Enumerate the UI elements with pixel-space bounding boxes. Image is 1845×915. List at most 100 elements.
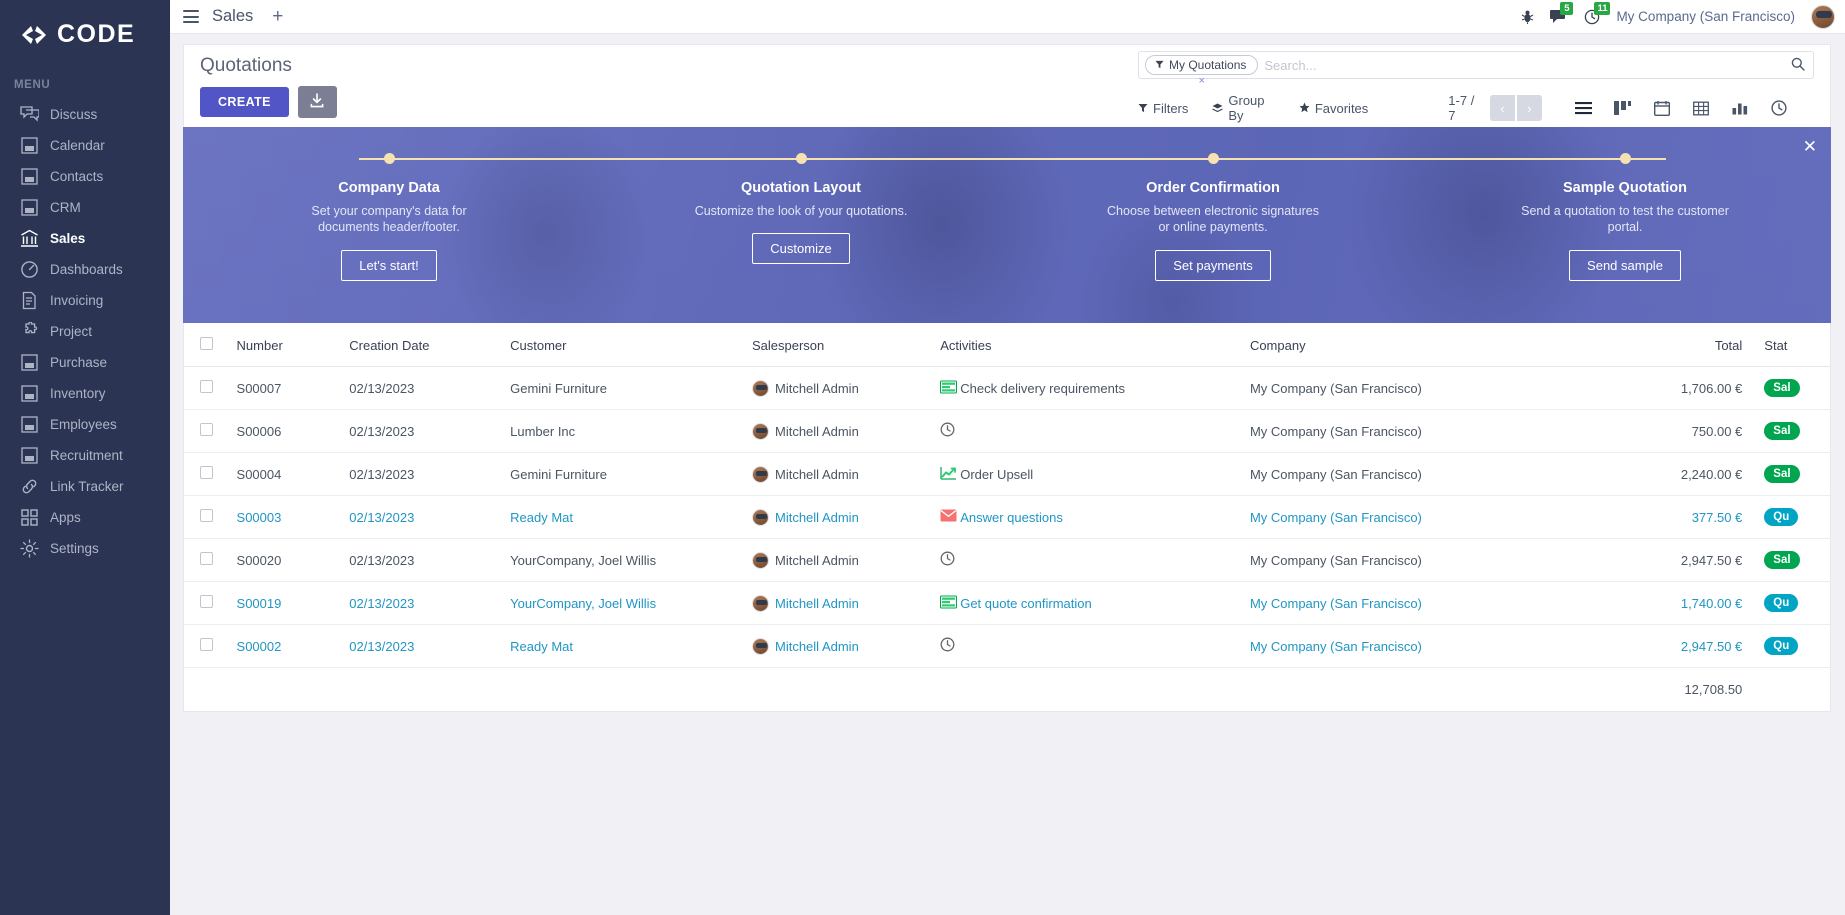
cell-activities[interactable] [940,624,1250,668]
sidebar-item-calendar[interactable]: Calendar [0,130,170,161]
cell-number[interactable]: S00020 [236,538,350,582]
header-total[interactable]: Total [1578,323,1765,367]
row-checkbox[interactable] [200,638,213,651]
select-all-checkbox[interactable] [200,337,213,350]
step-action-button[interactable]: Customize [752,233,850,265]
sidebar-item-invoicing[interactable]: Invoicing [0,285,170,316]
header-company[interactable]: Company [1249,323,1579,367]
todo-green-icon[interactable] [940,594,958,612]
kanban-view-button[interactable] [1603,95,1642,121]
cell-number[interactable]: S00007 [236,366,350,410]
row-checkbox[interactable] [200,552,213,565]
bug-icon[interactable] [1521,9,1534,24]
cell-activities[interactable]: Order Upsell [940,452,1250,496]
favorites-menu[interactable]: Favorites [1299,101,1368,116]
sidebar-item-contacts[interactable]: Contacts [0,161,170,192]
cell-activities[interactable] [940,538,1250,582]
row-checkbox[interactable] [200,423,213,436]
step-action-button[interactable]: Let's start! [341,249,437,281]
cell-number[interactable]: S00006 [236,409,350,453]
control-panel-buttons: CREATE [200,86,1814,118]
header-customer[interactable]: Customer [510,323,752,367]
table-body: S00007 02/13/2023 Gemini Furniture Mitchell… [184,366,1830,668]
calendar-view-button[interactable] [1642,95,1681,121]
current-app-title[interactable]: Sales [212,7,254,25]
filters-menu[interactable]: Filters [1138,101,1188,116]
sidebar-item-apps[interactable]: Apps [0,502,170,533]
company-switcher[interactable]: My Company (San Francisco) [1616,9,1795,24]
header-creation-date[interactable]: Creation Date [349,323,511,367]
cell-number[interactable]: S00019 [236,581,350,625]
clock-gray-icon[interactable] [940,422,955,440]
pivot-view-button[interactable] [1681,95,1720,121]
salesperson-avatar [751,637,769,655]
messages-icon[interactable]: 5 [1550,2,1574,24]
table-row[interactable]: S00007 02/13/2023 Gemini Furniture Mitchell… [184,366,1830,410]
header-status[interactable]: Stat [1764,323,1830,367]
table-row[interactable]: S00003 02/13/2023 Ready Mat Mitchell Admin A… [184,495,1830,539]
row-checkbox[interactable] [200,595,213,608]
table-row[interactable]: S00019 02/13/2023 YourCompany, Joel Willis… [184,581,1830,625]
row-checkbox[interactable] [200,509,213,522]
user-avatar[interactable] [1811,4,1835,29]
search-input[interactable] [1264,57,1791,73]
table-row[interactable]: S00020 02/13/2023 YourCompany, Joel Willis… [184,538,1830,582]
sidebar-item-project[interactable]: Project [0,316,170,347]
sidebar-item-sales[interactable]: Sales [0,223,170,254]
export-button[interactable] [297,86,337,118]
cell-activities[interactable] [940,409,1250,453]
search-facet-my-quotations[interactable]: My Quotations × [1145,55,1259,87]
search-icon[interactable] [1791,57,1805,74]
table-row[interactable]: S00006 02/13/2023 Lumber Inc Mitchell Admin… [184,409,1830,453]
step-description: Customize the look of your quotations. [694,204,908,218]
cell-number[interactable]: S00003 [236,495,350,539]
add-tab-button[interactable]: + [272,6,284,27]
sidebar-item-label: Calendar [50,138,105,153]
upsell-green-icon[interactable] [940,466,957,483]
facet-remove-icon[interactable]: × [1198,75,1205,87]
todo-green-icon[interactable] [940,379,958,397]
create-button[interactable]: CREATE [200,87,289,117]
sidebar-item-link-tracker[interactable]: Link Tracker [0,471,170,502]
onboarding-banner: ✕ Company Data Set your company's data fo… [183,127,1831,323]
header-activities[interactable]: Activities [940,323,1250,367]
sidebar-item-settings[interactable]: Settings [0,533,170,564]
sidebar-item-dashboards[interactable]: Dashboards [0,254,170,285]
sidebar-item-recruitment[interactable]: Recruitment [0,440,170,471]
activity-view-button[interactable] [1759,95,1798,121]
email-red-icon[interactable] [940,509,957,525]
brand-logo-area[interactable]: CODE [0,0,170,63]
cell-activities[interactable]: Get quote confirmation [940,581,1250,625]
header-number[interactable]: Number [236,323,350,367]
list-view-button[interactable] [1564,95,1603,121]
cell-number[interactable]: S00004 [236,452,350,496]
groupby-menu[interactable]: Group By [1212,93,1274,123]
activities-clock-icon[interactable]: 11 [1584,1,1611,25]
row-checkbox[interactable] [200,380,213,393]
quotations-list: Number Creation Date Customer Salesperso… [183,323,1831,712]
cell-activities[interactable]: Answer questions [940,495,1250,539]
sidebar-item-inventory[interactable]: Inventory [0,378,170,409]
banner-close-icon[interactable]: ✕ [1802,137,1817,156]
table-row[interactable]: S00002 02/13/2023 Ready Mat Mitchell Admin M… [184,624,1830,668]
cell-number[interactable]: S00002 [236,624,350,668]
graph-view-button[interactable] [1720,95,1759,121]
hamburger-menu-icon[interactable] [183,10,199,23]
pager-next-button[interactable]: › [1516,95,1542,121]
search-box[interactable]: My Quotations × [1138,51,1814,87]
pager-previous-button[interactable]: ‹ [1489,95,1515,121]
step-dot [795,153,807,164]
cell-activities[interactable]: Check delivery requirements [940,366,1250,410]
cell-salesperson: Mitchell Admin [751,624,941,668]
sidebar-item-crm[interactable]: CRM [0,192,170,223]
row-checkbox[interactable] [200,466,213,479]
step-action-button[interactable]: Send sample [1569,249,1681,281]
table-row[interactable]: S00004 02/13/2023 Gemini Furniture Mitchell… [184,452,1830,496]
sidebar-item-discuss[interactable]: Discuss [0,99,170,130]
clock-gray-icon[interactable] [940,637,955,655]
sidebar-item-purchase[interactable]: Purchase [0,347,170,378]
clock-gray-icon[interactable] [940,551,955,569]
step-action-button[interactable]: Set payments [1155,249,1271,281]
header-salesperson[interactable]: Salesperson [751,323,941,367]
sidebar-item-employees[interactable]: Employees [0,409,170,440]
